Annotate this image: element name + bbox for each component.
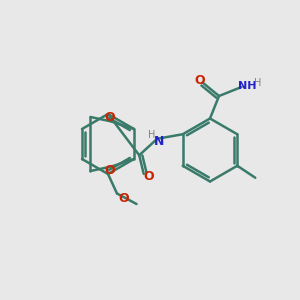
Text: O: O [143,170,154,183]
Text: NH: NH [238,80,256,91]
Text: H: H [254,78,262,88]
Text: O: O [105,164,115,177]
Text: O: O [195,74,206,87]
Text: H: H [148,130,155,140]
Text: O: O [105,111,115,124]
Text: O: O [118,192,129,206]
Text: N: N [154,135,164,148]
